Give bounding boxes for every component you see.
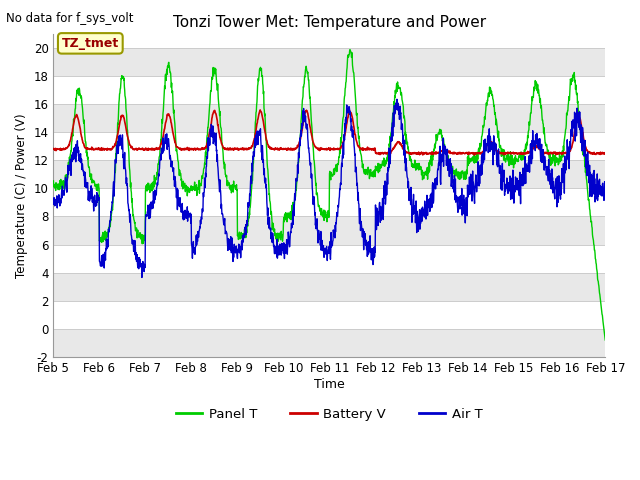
Bar <box>53 160 605 188</box>
Text: TZ_tmet: TZ_tmet <box>61 37 119 50</box>
Bar <box>53 216 605 245</box>
X-axis label: Time: Time <box>314 378 345 391</box>
Title: Tonzi Tower Met: Temperature and Power: Tonzi Tower Met: Temperature and Power <box>173 15 486 30</box>
Y-axis label: Temperature (C) / Power (V): Temperature (C) / Power (V) <box>15 113 28 278</box>
Bar <box>53 273 605 301</box>
Bar <box>53 48 605 76</box>
Bar <box>53 329 605 357</box>
Legend: Panel T, Battery V, Air T: Panel T, Battery V, Air T <box>171 402 488 426</box>
Bar <box>53 104 605 132</box>
Text: No data for f_sys_volt: No data for f_sys_volt <box>6 12 134 25</box>
